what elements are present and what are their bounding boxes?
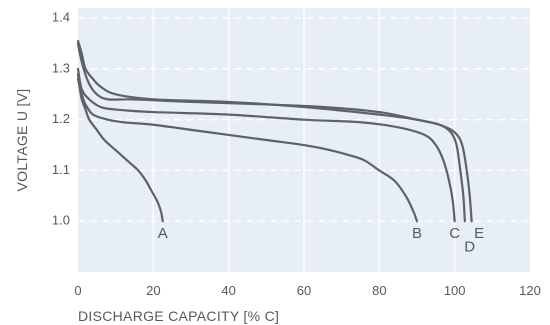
discharge-curves [76, 39, 473, 223]
x-tick-label: 80 [372, 283, 386, 298]
y-tick-label: 1.4 [52, 10, 70, 25]
x-tick-label: 100 [444, 283, 466, 298]
curve-label-c: C [449, 225, 460, 242]
curve-labels: A B CDE [158, 225, 484, 256]
curve-label-e: E [474, 225, 484, 242]
x-tick-label: 20 [146, 283, 160, 298]
y-tick-label: 1.2 [52, 111, 70, 126]
curve-a [76, 72, 164, 223]
curve-c [76, 67, 456, 223]
x-tick-label: 60 [297, 283, 311, 298]
x-tick-label: 40 [221, 283, 235, 298]
x-tick-label: 120 [519, 283, 541, 298]
y-axis-ticks: 1.0 1.1 1.2 1.3 1.4 [52, 10, 70, 228]
y-tick-label: 1.1 [52, 162, 70, 177]
curve-label-a: A [158, 225, 168, 242]
y-axis-title: VOLTAGE U [V] [14, 89, 30, 192]
curve-b [76, 77, 419, 223]
y-tick-label: 1.0 [52, 213, 70, 228]
x-tick-label: 0 [74, 283, 81, 298]
x-axis-title: DISCHARGE CAPACITY [% C] [78, 308, 279, 324]
curve-e [76, 39, 473, 223]
y-tick-label: 1.3 [52, 60, 70, 75]
x-axis-ticks: 0 20 40 60 80 100 120 [74, 283, 540, 298]
curve-label-b: B [412, 225, 422, 242]
curve-label-d: D [464, 239, 475, 256]
